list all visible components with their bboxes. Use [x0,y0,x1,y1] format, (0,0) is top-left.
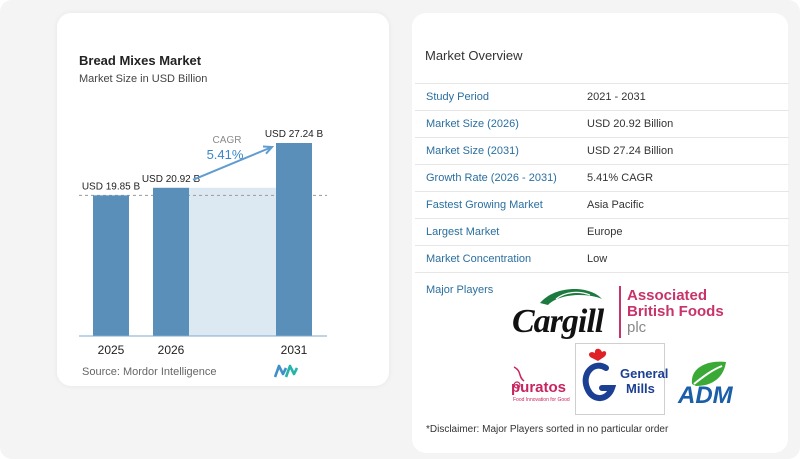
overview-row-label: Market Size (2031) [426,145,519,157]
bar-data-label: USD 20.92 B [142,174,201,185]
overview-row-label: Growth Rate (2026 - 2031) [426,172,557,184]
chart-bar [276,143,312,336]
adm-logo: ADM [674,356,736,410]
overview-row: Study Period 2021 - 2031 [415,83,789,110]
abf-divider [619,286,621,338]
overview-row: Market Concentration Low [415,245,789,272]
growth-shade [189,187,276,336]
overview-divider [415,272,789,273]
chart-subtitle: Market Size in USD Billion [79,73,208,85]
overview-row-value: Asia Pacific [587,199,644,211]
puratos-logo-text: puratos [511,379,567,396]
bar-chart: USD 19.85 B 2025 USD 20.92 B 2026 USD 27.24 … [79,129,327,357]
bar-data-label: USD 27.24 B [265,129,324,140]
chart-bar [153,187,189,336]
overview-row: Fastest Growing Market Asia Pacific [415,191,789,218]
general-mills-g-icon [582,348,617,401]
overview-row-label: Market Concentration [426,253,532,265]
cagr-value: 5.41% [207,147,244,162]
x-tick-label: 2025 [98,343,125,357]
adm-logo-text: ADM [678,382,733,409]
disclaimer-text: *Disclaimer: Major Players sorted in no … [426,424,669,435]
overview-row-label: Market Size (2026) [426,118,519,130]
overview-row-value: 5.41% CAGR [587,172,654,184]
associated-british-foods-logo: Associated British Foods plc [627,288,737,344]
puratos-logo: puratos Food Innovation for Good [508,363,574,411]
overview-row-label: Fastest Growing Market [426,199,543,211]
overview-title: Market Overview [425,48,523,63]
chart-title: Bread Mixes Market [79,53,202,68]
puratos-tagline: Food Innovation for Good [513,397,570,403]
puratos-swirl-icon [513,366,525,389]
abf-logo-line3: plc [627,319,647,336]
general-mills-logo: General Mills [575,343,669,415]
overview-row-value: 2021 - 2031 [587,91,646,103]
mordor-intelligence-logo-icon [274,364,298,378]
cagr-arrow-head [262,145,275,155]
cagr-label: CAGR [213,135,242,146]
market-overview-panel: Market Overview Study Period 2021 - 2031… [412,13,789,453]
overview-row-label: Largest Market [426,226,500,238]
cargill-logo: Cargill [510,283,620,343]
general-mills-logo-line1: General [620,366,669,381]
source-text: Source: Mordor Intelligence [82,366,217,378]
cargill-logo-text: Cargill [512,303,604,340]
overview-row: Market Size (2031) USD 27.24 Billion [415,137,789,164]
adm-leaf-icon [691,361,726,386]
abf-logo-line1: Associated [627,287,708,304]
x-tick-label: 2031 [281,343,308,357]
bar-data-label: USD 19.85 B [82,181,141,192]
general-mills-logo-line2: Mills [626,381,655,396]
overview-row: Growth Rate (2026 - 2031) 5.41% CAGR [415,164,789,191]
overview-row-value: Europe [587,226,623,238]
chart-card: Bread Mixes Market Market Size in USD Bi… [57,13,389,386]
x-tick-label: 2026 [158,343,185,357]
abf-logo-line2: British Foods [627,303,724,320]
overview-row: Market Size (2026) USD 20.92 Billion [415,110,789,137]
major-players-label: Major Players [426,284,494,296]
chart-bar [93,195,129,336]
overview-row-label: Study Period [426,91,489,103]
cargill-leaf-icon [540,288,602,305]
overview-row-value: USD 27.24 Billion [587,145,674,157]
overview-row-value: Low [587,253,608,265]
overview-row: Largest Market Europe [415,218,789,245]
cagr-arrow-line [192,146,273,181]
overview-row-value: USD 20.92 Billion [587,118,674,130]
